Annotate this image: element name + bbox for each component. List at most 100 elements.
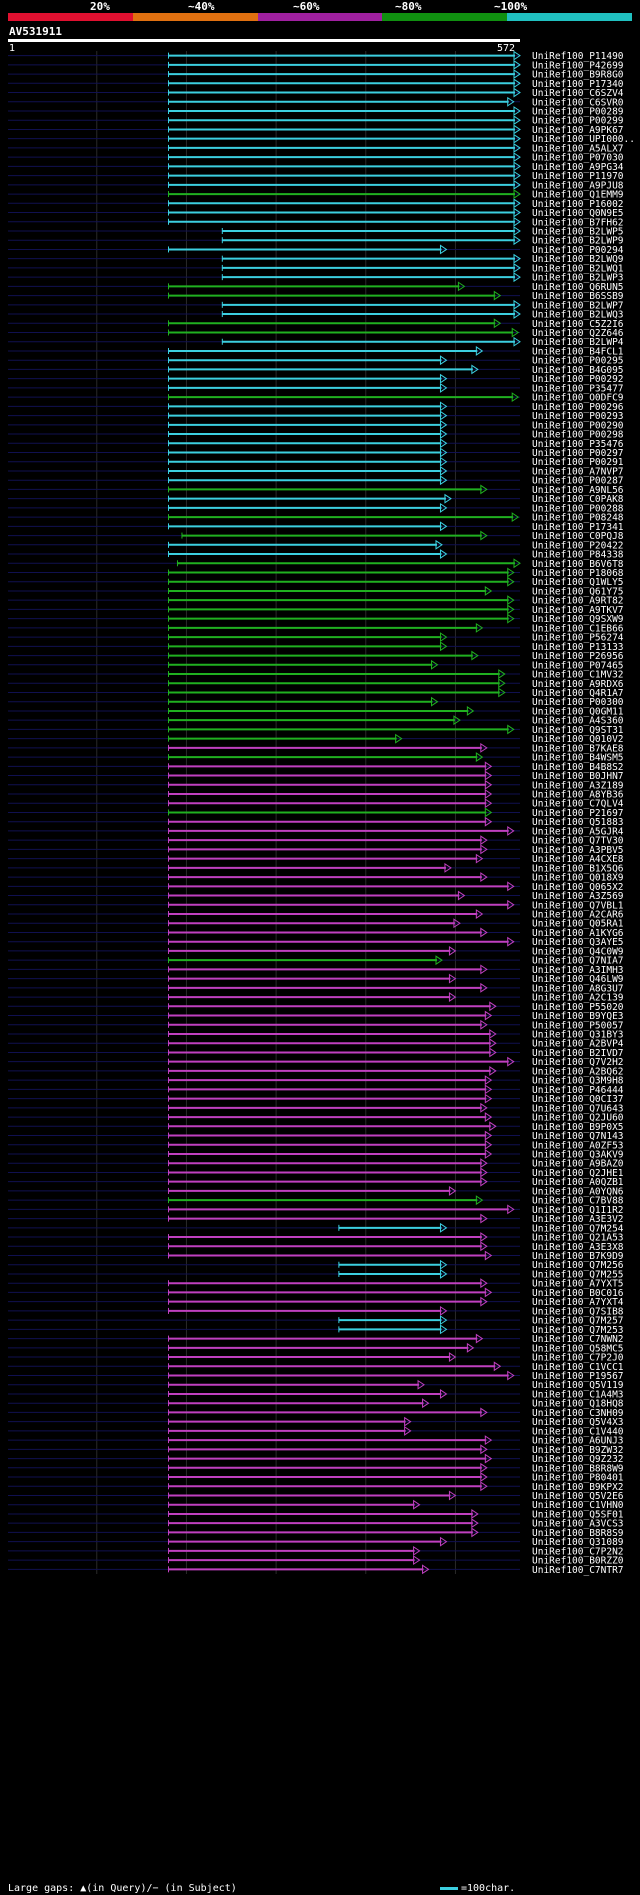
hit-label[interactable]: UniRef100_Q5SF01 xyxy=(532,1509,624,1520)
hit-label[interactable]: UniRef100_P35477 xyxy=(532,383,624,394)
hit-label[interactable]: UniRef100_B4G095 xyxy=(532,365,624,376)
hit-label[interactable]: UniRef100_P80401 xyxy=(532,1473,624,1484)
hit-label[interactable]: UniRef100_P17341 xyxy=(532,522,624,533)
hit-label[interactable]: UniRef100_A9RT82 xyxy=(532,596,624,607)
hit-label[interactable]: UniRef100_Q4R1A7 xyxy=(532,688,624,699)
hit-label[interactable]: UniRef100_P07465 xyxy=(532,660,624,671)
hit-label[interactable]: UniRef100_A3E3V2 xyxy=(532,1214,624,1225)
hit-label[interactable]: UniRef100_Q1EMM9 xyxy=(532,190,624,201)
hit-label[interactable]: UniRef100_B2LWQ9 xyxy=(532,254,624,265)
hit-label[interactable]: UniRef100_P00297 xyxy=(532,448,624,459)
hit-label[interactable]: UniRef100_B0JHN7 xyxy=(532,771,624,782)
hit-label[interactable]: UniRef100_A2BQ62 xyxy=(532,1066,624,1077)
hit-label[interactable]: UniRef100_C0PAK8 xyxy=(532,494,624,505)
hit-label[interactable]: UniRef100_Q2JHE1 xyxy=(532,1168,624,1179)
hit-label[interactable]: UniRef100_P21697 xyxy=(532,808,624,819)
hit-label[interactable]: UniRef100_Q3M9H8 xyxy=(532,1076,624,1087)
hit-label[interactable]: UniRef100_A3Z189 xyxy=(532,780,624,791)
hit-label[interactable]: UniRef100_B9ZW32 xyxy=(532,1445,624,1456)
hit-label[interactable]: UniRef100_P20422 xyxy=(532,540,624,551)
hit-label[interactable]: UniRef100_B9YQE3 xyxy=(532,1011,624,1022)
hit-label[interactable]: UniRef100_A2C139 xyxy=(532,993,624,1004)
hit-label[interactable]: UniRef100_Q7N143 xyxy=(532,1131,624,1142)
hit-label[interactable]: UniRef100_B6V6T8 xyxy=(532,559,624,570)
hit-label[interactable]: UniRef100_A0YQN6 xyxy=(532,1186,624,1197)
hit-label[interactable]: UniRef100_Q05RA1 xyxy=(532,919,624,930)
hit-label[interactable]: UniRef100_B7KAE8 xyxy=(532,743,624,754)
hit-label[interactable]: UniRef100_B4FCL1 xyxy=(532,346,624,357)
hit-label[interactable]: UniRef100_A9RDX6 xyxy=(532,679,624,690)
hit-label[interactable]: UniRef100_B2LWP3 xyxy=(532,273,624,284)
hit-label[interactable]: UniRef100_P16002 xyxy=(532,199,624,210)
hit-label[interactable]: UniRef100_Q51883 xyxy=(532,817,624,828)
hit-label[interactable]: UniRef100_Q7V2H2 xyxy=(532,1057,624,1068)
hit-label[interactable]: UniRef100_Q21A53 xyxy=(532,1233,624,1244)
hit-label[interactable]: UniRef100_A3E3X8 xyxy=(532,1242,624,1253)
hit-label[interactable]: UniRef100_A3IMH3 xyxy=(532,965,624,976)
hit-label[interactable]: UniRef100_A5GJR4 xyxy=(532,826,624,837)
hit-label[interactable]: UniRef100_C7BV88 xyxy=(532,1196,624,1207)
hit-label[interactable]: UniRef100_Q4C0W9 xyxy=(532,946,624,957)
hit-label[interactable]: UniRef100_Q1I1R2 xyxy=(532,1205,624,1216)
hit-label[interactable]: UniRef100_Q31089 xyxy=(532,1537,624,1548)
hit-label[interactable]: UniRef100_P55020 xyxy=(532,1002,624,1013)
hit-label[interactable]: UniRef100_P19567 xyxy=(532,1371,624,1382)
hit-label[interactable]: UniRef100_C1VCC1 xyxy=(532,1362,624,1373)
hit-label[interactable]: UniRef100_UPI000.. xyxy=(532,134,635,145)
hit-label[interactable]: UniRef100_Q9Z232 xyxy=(532,1454,624,1465)
hit-label[interactable]: UniRef100_C6SVR0 xyxy=(532,97,624,108)
hit-label[interactable]: UniRef100_Q0GM11 xyxy=(532,706,624,717)
hit-label[interactable]: UniRef100_P08248 xyxy=(532,513,624,524)
hit-label[interactable]: UniRef100_Q1WLY5 xyxy=(532,577,624,588)
hit-label[interactable]: UniRef100_P11490 xyxy=(532,51,624,62)
hit-label[interactable]: UniRef100_Q3AKV9 xyxy=(532,1149,624,1160)
hit-label[interactable]: UniRef100_B8R8S9 xyxy=(532,1528,624,1539)
hit-label[interactable]: UniRef100_B2IVD7 xyxy=(532,1048,624,1059)
hit-label[interactable]: UniRef100_P42699 xyxy=(532,60,624,71)
hit-label[interactable]: UniRef100_Q9ST31 xyxy=(532,725,624,736)
hit-label[interactable]: UniRef100_P00288 xyxy=(532,503,624,514)
hit-label[interactable]: UniRef100_P00299 xyxy=(532,116,624,127)
hit-label[interactable]: UniRef100_P00295 xyxy=(532,356,624,367)
hit-label[interactable]: UniRef100_A9PJU8 xyxy=(532,180,624,191)
hit-label[interactable]: UniRef100_P00294 xyxy=(532,245,624,256)
hit-label[interactable]: UniRef100_C1MV32 xyxy=(532,670,624,681)
hit-label[interactable]: UniRef100_B8R8W9 xyxy=(532,1463,624,1474)
hit-label[interactable]: UniRef100_B9P0X5 xyxy=(532,1122,624,1133)
hit-label[interactable]: UniRef100_P26956 xyxy=(532,651,624,662)
hit-label[interactable]: UniRef100_A9BAZ0 xyxy=(532,1159,624,1170)
hit-label[interactable]: UniRef100_Q58MC5 xyxy=(532,1343,624,1354)
hit-label[interactable]: UniRef100_Q46LW9 xyxy=(532,974,624,985)
hit-label[interactable]: UniRef100_Q7NIA7 xyxy=(532,956,624,967)
hit-label[interactable]: UniRef100_A0QZB1 xyxy=(532,1177,624,1188)
hit-label[interactable]: UniRef100_A0ZF53 xyxy=(532,1140,624,1151)
hit-label[interactable]: UniRef100_P00289 xyxy=(532,106,624,117)
hit-label[interactable]: UniRef100_Q3AYE5 xyxy=(532,937,624,948)
hit-label[interactable]: UniRef100_C1VHN0 xyxy=(532,1500,624,1511)
hit-label[interactable]: UniRef100_C1A4M3 xyxy=(532,1389,624,1400)
hit-label[interactable]: UniRef100_B7K9D9 xyxy=(532,1251,624,1262)
hit-label[interactable]: UniRef100_Q7M254 xyxy=(532,1223,624,1234)
hit-label[interactable]: UniRef100_C7P2N2 xyxy=(532,1546,624,1557)
hit-label[interactable]: UniRef100_Q31BY3 xyxy=(532,1029,624,1040)
hit-label[interactable]: UniRef100_P50057 xyxy=(532,1020,624,1031)
hit-label[interactable]: UniRef100_Q065X2 xyxy=(532,882,624,893)
hit-label[interactable]: UniRef100_A1KYG6 xyxy=(532,928,624,939)
hit-label[interactable]: UniRef100_P46444 xyxy=(532,1085,624,1096)
hit-label[interactable]: UniRef100_C3NH09 xyxy=(532,1408,624,1419)
hit-label[interactable]: UniRef100_Q7TV30 xyxy=(532,836,624,847)
hit-label[interactable]: UniRef100_Q18HQ8 xyxy=(532,1399,624,1410)
hit-label[interactable]: UniRef100_Q7U643 xyxy=(532,1103,624,1114)
hit-label[interactable]: UniRef100_P00300 xyxy=(532,697,624,708)
hit-label[interactable]: UniRef100_A3PBV5 xyxy=(532,845,624,856)
hit-label[interactable]: UniRef100_Q5V119 xyxy=(532,1380,624,1391)
hit-label[interactable]: UniRef100_P17340 xyxy=(532,79,624,90)
hit-label[interactable]: UniRef100_A4CXE8 xyxy=(532,854,624,865)
hit-label[interactable]: UniRef100_P07030 xyxy=(532,153,624,164)
hit-label[interactable]: UniRef100_B7FH62 xyxy=(532,217,624,228)
hit-label[interactable]: UniRef100_Q61Y75 xyxy=(532,586,624,597)
hit-label[interactable]: UniRef100_C0PQJ8 xyxy=(532,531,624,542)
hit-label[interactable]: UniRef100_B2LWP4 xyxy=(532,337,624,348)
hit-label[interactable]: UniRef100_A7YXT5 xyxy=(532,1279,624,1290)
hit-label[interactable]: UniRef100_A8YB36 xyxy=(532,790,624,801)
